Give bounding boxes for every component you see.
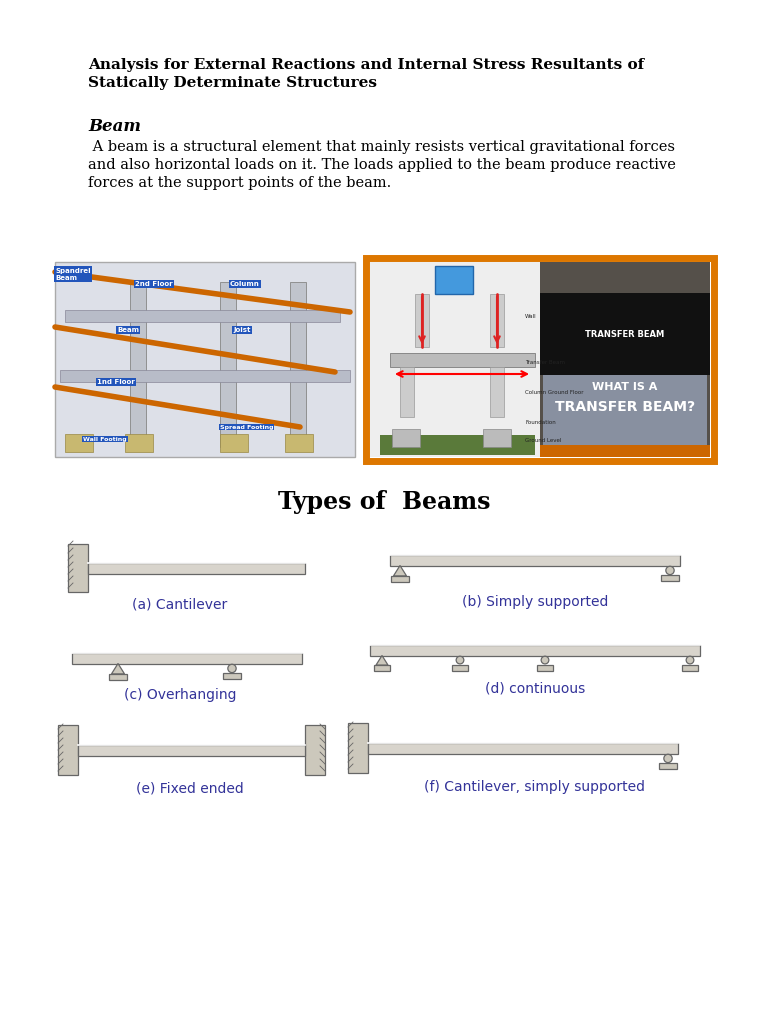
Bar	[452, 665, 468, 671]
Bar	[58, 725, 78, 775]
Bar	[368, 742, 678, 754]
Bar	[435, 266, 473, 294]
Bar	[65, 310, 340, 322]
Text: Wall Footing: Wall Footing	[83, 436, 127, 441]
Circle shape	[228, 665, 237, 673]
Bar	[60, 370, 350, 382]
Text: Spread Footing: Spread Footing	[220, 425, 273, 429]
Text: Wall: Wall	[525, 314, 537, 319]
Bar	[223, 673, 241, 679]
Polygon shape	[111, 664, 124, 674]
Text: and also horizontal loads on it. The loads applied to the beam produce reactive: and also horizontal loads on it. The loa…	[88, 158, 676, 172]
Text: (b) Simply supported: (b) Simply supported	[462, 595, 608, 609]
Circle shape	[666, 566, 674, 574]
Circle shape	[456, 656, 464, 664]
Bar	[390, 555, 680, 565]
Bar	[415, 294, 429, 347]
Bar	[400, 367, 414, 417]
Bar	[370, 262, 540, 457]
Bar	[373, 666, 390, 671]
Bar	[543, 352, 707, 454]
Text: Spandrel
Beam: Spandrel Beam	[55, 267, 91, 281]
Text: TRANSFER BEAM: TRANSFER BEAM	[585, 330, 664, 339]
Bar	[659, 763, 677, 769]
Text: Beam: Beam	[117, 327, 139, 333]
Bar	[290, 282, 306, 447]
Bar	[130, 282, 146, 447]
Bar	[109, 674, 127, 680]
Text: A beam is a structural element that mainly resists vertical gravitational forces: A beam is a structural element that main…	[88, 140, 675, 154]
Text: 1nd Floor: 1nd Floor	[97, 379, 134, 385]
Circle shape	[686, 656, 694, 664]
Bar	[65, 434, 93, 452]
Bar	[490, 367, 504, 417]
Text: 2nd Floor: 2nd Floor	[135, 281, 173, 287]
Text: forces at the support points of the beam.: forces at the support points of the beam…	[88, 176, 391, 190]
Bar	[370, 644, 700, 655]
Text: Statically Determinate Structures: Statically Determinate Structures	[88, 76, 377, 90]
Text: (f) Cantilever, simply supported: (f) Cantilever, simply supported	[425, 780, 645, 794]
Text: (e) Fixed ended: (e) Fixed ended	[136, 782, 244, 796]
Circle shape	[541, 656, 549, 664]
Text: Joist: Joist	[233, 327, 250, 333]
Polygon shape	[393, 565, 406, 575]
Bar	[125, 434, 153, 452]
Text: Column: Column	[230, 281, 260, 287]
Text: Column Ground Floor: Column Ground Floor	[525, 389, 584, 394]
Bar	[68, 544, 88, 592]
Text: Transfer Beam: Transfer Beam	[525, 359, 565, 365]
Text: (a) Cantilever: (a) Cantilever	[132, 598, 227, 612]
Bar	[540, 445, 710, 457]
Text: Types of  Beams: Types of Beams	[278, 490, 490, 514]
Bar	[348, 723, 368, 773]
Bar	[392, 429, 420, 447]
Polygon shape	[376, 655, 388, 666]
Bar	[490, 294, 504, 347]
Bar	[305, 725, 325, 775]
Text: WHAT IS A: WHAT IS A	[592, 382, 657, 392]
Bar	[661, 575, 679, 582]
Text: Foundation: Foundation	[525, 420, 556, 425]
Bar	[483, 429, 511, 447]
Bar	[540, 262, 710, 457]
Bar	[78, 744, 305, 756]
Circle shape	[664, 755, 672, 763]
Bar	[285, 434, 313, 452]
Text: Beam: Beam	[88, 118, 141, 135]
Bar	[682, 665, 698, 671]
Bar	[391, 575, 409, 582]
Text: Analysis for External Reactions and Internal Stress Resultants of: Analysis for External Reactions and Inte…	[88, 58, 644, 72]
Bar	[72, 652, 302, 664]
Text: Ground Level: Ground Level	[525, 437, 561, 442]
Text: (c) Overhanging: (c) Overhanging	[124, 688, 237, 702]
Bar	[380, 435, 535, 455]
Bar	[55, 262, 355, 457]
Text: TRANSFER BEAM?: TRANSFER BEAM?	[555, 400, 695, 414]
Bar	[540, 293, 710, 375]
Bar	[390, 353, 535, 367]
Bar	[366, 258, 714, 461]
Text: (d) continuous: (d) continuous	[485, 682, 585, 696]
Bar	[220, 282, 236, 447]
Bar	[537, 665, 554, 671]
Bar	[220, 434, 248, 452]
Bar	[88, 562, 305, 573]
